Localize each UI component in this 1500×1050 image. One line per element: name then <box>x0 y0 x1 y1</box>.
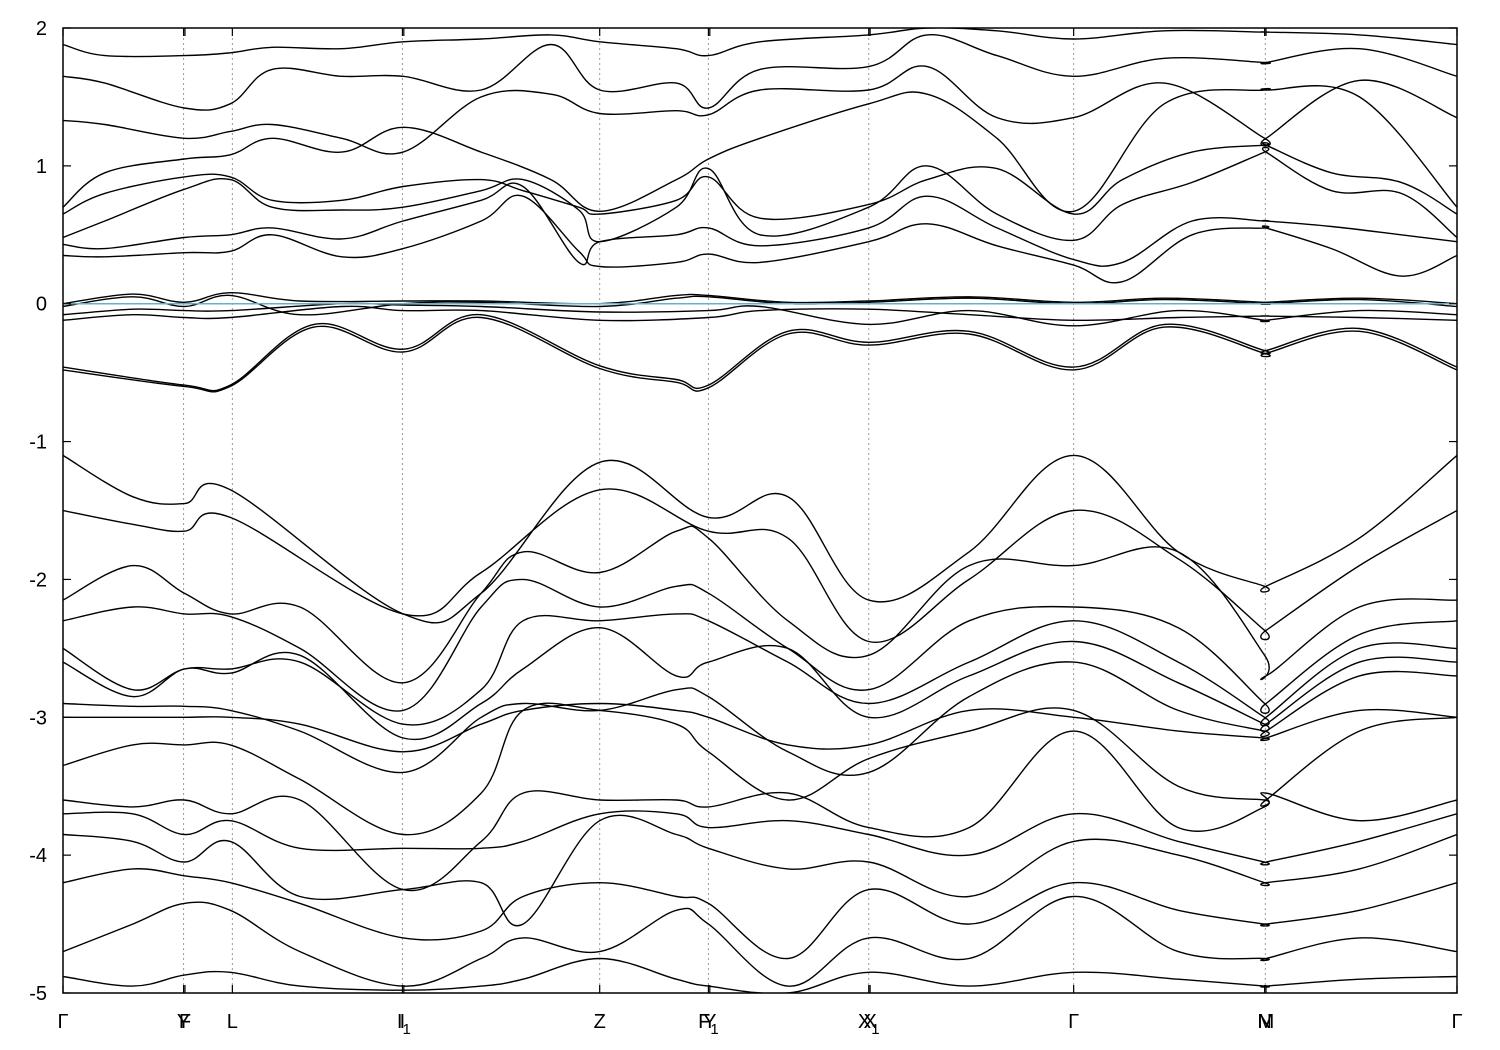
y-tick-label: -1 <box>29 432 47 454</box>
x-tick-label: L <box>227 1011 238 1033</box>
band-16 <box>63 525 1457 684</box>
y-tick-label: 1 <box>36 156 47 178</box>
band-21 <box>63 702 1457 753</box>
band-0 <box>63 313 1457 392</box>
band-1 <box>63 316 1457 393</box>
x-tick-label: Y <box>703 1011 716 1033</box>
band-23 <box>63 730 1457 892</box>
x-axis: Γ YF L II1 Z F1Y X1X Γ NM Γ <box>57 28 1463 1038</box>
band-20 <box>63 661 1457 777</box>
band-15 <box>63 488 1457 643</box>
y-axis: 2 1 0 -1 -2 -3 -4 -5 <box>29 18 1457 1005</box>
plot-frame <box>62 27 1458 994</box>
band-5 <box>63 291 1457 305</box>
x-tick-label: Z <box>594 1011 606 1033</box>
band-7 <box>63 182 1457 267</box>
band-27 <box>63 895 1457 987</box>
high-symmetry-dividers <box>183 28 1266 993</box>
y-tick-label: -3 <box>29 707 47 729</box>
band-3 <box>63 302 1457 327</box>
band-14 <box>63 454 1457 624</box>
y-tick-label: 2 <box>36 18 47 40</box>
x-tick-label: I <box>400 1011 406 1033</box>
band-10 <box>63 85 1457 213</box>
band-2 <box>63 305 1457 322</box>
x-tick-label: Γ <box>1451 1011 1462 1033</box>
x-tick-label: Γ <box>1068 1011 1079 1033</box>
x-tick-label: Y <box>177 1011 190 1033</box>
band-6 <box>63 194 1457 284</box>
band-22 <box>63 702 1457 836</box>
band-lines <box>63 28 1457 993</box>
x-tick-label: N <box>1257 1011 1271 1033</box>
band-24 <box>63 810 1457 866</box>
band-18 <box>63 613 1457 727</box>
y-tick-label: 0 <box>36 294 47 316</box>
band-13 <box>63 28 1457 58</box>
x-tick-label: X <box>863 1011 876 1033</box>
x-tick-label: Γ <box>57 1011 68 1033</box>
band-26 <box>63 868 1457 960</box>
band-17 <box>63 578 1457 714</box>
band-11 <box>63 65 1457 155</box>
y-tick-label: -5 <box>29 983 47 1005</box>
y-tick-label: -2 <box>29 569 47 591</box>
band-12 <box>63 34 1457 111</box>
band-25 <box>63 814 1457 927</box>
band-28 <box>63 957 1457 993</box>
band-19 <box>63 626 1457 741</box>
x-tick-label: F <box>179 1011 191 1033</box>
y-tick-label: -4 <box>29 845 47 867</box>
x-tick-label: M <box>1258 1011 1275 1033</box>
